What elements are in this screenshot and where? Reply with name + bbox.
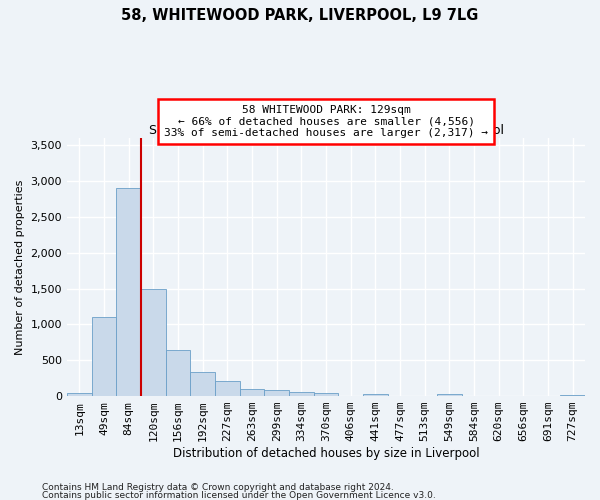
Bar xyxy=(141,288,166,396)
Bar xyxy=(190,372,215,396)
Text: Contains HM Land Registry data © Crown copyright and database right 2024.: Contains HM Land Registry data © Crown c… xyxy=(42,484,394,492)
Text: Contains public sector information licensed under the Open Government Licence v3: Contains public sector information licen… xyxy=(42,490,436,500)
Bar xyxy=(239,389,265,396)
Bar xyxy=(265,390,289,396)
Bar xyxy=(363,394,388,396)
Bar xyxy=(560,394,585,396)
Bar xyxy=(215,382,239,396)
Bar xyxy=(437,394,461,396)
Bar xyxy=(289,392,314,396)
Bar xyxy=(314,393,338,396)
Bar xyxy=(67,393,92,396)
Bar xyxy=(92,318,116,396)
Title: Size of property relative to detached houses in Liverpool: Size of property relative to detached ho… xyxy=(149,124,503,137)
Text: 58 WHITEWOOD PARK: 129sqm
← 66% of detached houses are smaller (4,556)
33% of se: 58 WHITEWOOD PARK: 129sqm ← 66% of detac… xyxy=(164,105,488,138)
Bar xyxy=(166,350,190,396)
Text: 58, WHITEWOOD PARK, LIVERPOOL, L9 7LG: 58, WHITEWOOD PARK, LIVERPOOL, L9 7LG xyxy=(121,8,479,22)
Bar xyxy=(116,188,141,396)
X-axis label: Distribution of detached houses by size in Liverpool: Distribution of detached houses by size … xyxy=(173,447,479,460)
Y-axis label: Number of detached properties: Number of detached properties xyxy=(15,180,25,355)
